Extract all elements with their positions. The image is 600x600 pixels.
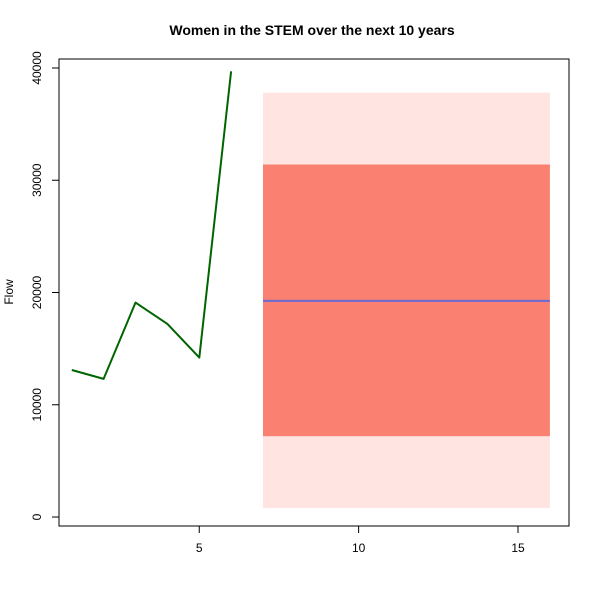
y-tick-label: 30000 bbox=[30, 163, 44, 197]
x-tick-label: 10 bbox=[352, 541, 366, 555]
y-tick-label: 10000 bbox=[30, 388, 44, 422]
x-axis: 5 10 15 bbox=[196, 525, 525, 555]
history-layer bbox=[71, 71, 233, 380]
y-axis: 0 10000 20000 30000 40000 bbox=[30, 51, 60, 520]
y-tick-label: 20000 bbox=[30, 275, 44, 309]
y-tick-label: 0 bbox=[30, 513, 44, 520]
y-tick-label: 40000 bbox=[30, 51, 44, 85]
y-axis-label: Flow bbox=[2, 279, 16, 305]
history-series-line bbox=[71, 71, 233, 380]
x-tick-label: 15 bbox=[511, 541, 525, 555]
chart-title: Women in the STEM over the next 10 years bbox=[169, 22, 454, 38]
x-tick-label: 5 bbox=[196, 541, 203, 555]
